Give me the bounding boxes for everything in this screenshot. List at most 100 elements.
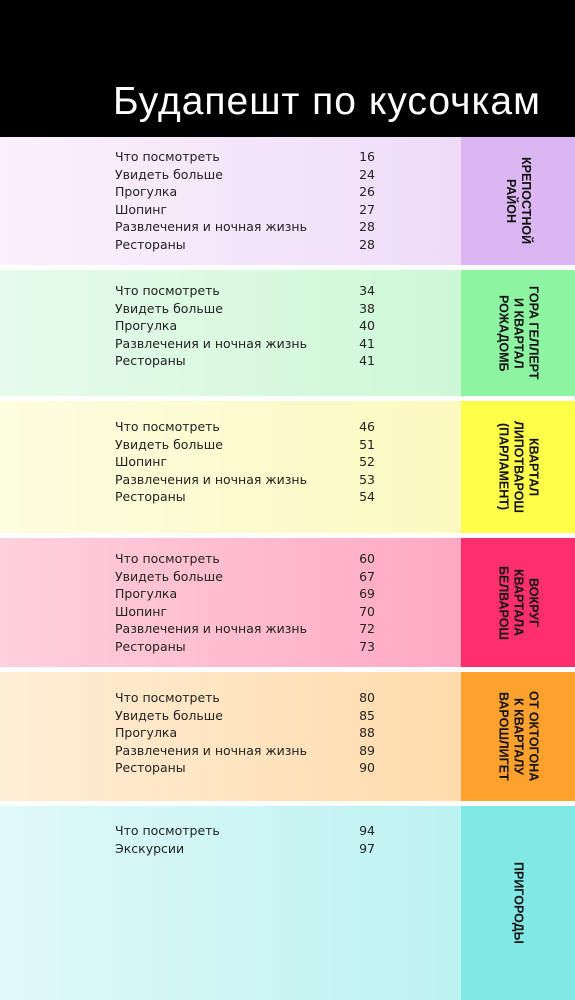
section-tab: ВОКРУГ КВАРТАЛА БЕЛВАРОШ xyxy=(461,538,575,667)
entry-name: Прогулка xyxy=(115,318,178,334)
entry-name: Развлечения и ночная жизнь xyxy=(115,335,307,351)
entry-name: Прогулка xyxy=(115,725,178,741)
entry: Развлечения и ночная жизнь 72 xyxy=(115,620,375,638)
entry-page: 28 xyxy=(359,219,375,235)
entry-page: 85 xyxy=(359,707,375,723)
entry: Развлечения и ночная жизнь 53 xyxy=(115,471,375,489)
section-tab: КВАРТАЛ ЛИПОТВАРОШ (ПАРЛАМЕНТ) xyxy=(461,401,575,533)
entry-list: Что посмотреть 16 Увидеть больше 24 Прогулка… xyxy=(115,148,375,254)
entry-page: 53 xyxy=(359,471,375,487)
entry-list: Что посмотреть 94 Экскурсии 97 xyxy=(115,822,375,857)
entry-name: Увидеть больше xyxy=(115,300,223,316)
entry-page: 72 xyxy=(359,621,375,637)
entry: Увидеть больше 24 xyxy=(115,166,375,184)
label-line: РОЖАДОМБ xyxy=(496,294,511,372)
entry-name: Развлечения и ночная жизнь xyxy=(115,219,307,235)
entry: Шопинг 27 xyxy=(115,201,375,219)
entry: Развлечения и ночная жизнь 41 xyxy=(115,335,375,353)
label-line: К КВАРТАЛУ xyxy=(511,698,526,775)
entry: Прогулка 88 xyxy=(115,724,375,742)
entry: Увидеть больше 85 xyxy=(115,707,375,725)
entry-name: Что посмотреть xyxy=(115,283,220,298)
entry-name: Прогулка xyxy=(115,586,178,602)
entry-name: Что посмотреть xyxy=(115,419,220,434)
entry-name: Экскурсии xyxy=(115,840,185,856)
section-tab: ПРИГОРОДЫ xyxy=(461,806,575,1000)
entry-page: 73 xyxy=(359,638,375,654)
entry: Что посмотреть 34 xyxy=(115,282,375,300)
entry-name: Увидеть больше xyxy=(115,707,223,723)
entry-page: 46 xyxy=(359,419,375,434)
entry-name: Что посмотреть xyxy=(115,551,220,566)
entry-page: 24 xyxy=(359,166,375,182)
section: Что посмотреть 34 Увидеть больше 38 Прогулка… xyxy=(0,270,575,396)
entry-page: 16 xyxy=(359,149,375,164)
entry-page: 26 xyxy=(359,184,375,200)
entry: Рестораны 41 xyxy=(115,352,375,370)
section-tab: КРЕПОСТНОЙ РАЙОН xyxy=(461,137,575,265)
entry-name: Развлечения и ночная жизнь xyxy=(115,742,307,758)
entry-page: 41 xyxy=(359,353,375,369)
entry: Что посмотреть 46 xyxy=(115,418,375,436)
entry-page: 69 xyxy=(359,586,375,602)
label-line: БЕЛВАРОШ xyxy=(496,565,511,640)
label-line: ВОКРУГ xyxy=(526,577,541,628)
entry-page: 90 xyxy=(359,760,375,776)
entry: Что посмотреть 80 xyxy=(115,689,375,707)
entry-name: Что посмотреть xyxy=(115,823,220,838)
entry-name: Рестораны xyxy=(115,489,186,505)
entry: Развлечения и ночная жизнь 89 xyxy=(115,742,375,760)
entry: Рестораны 28 xyxy=(115,236,375,254)
entry-page: 80 xyxy=(359,690,375,705)
entry-name: Рестораны xyxy=(115,638,186,654)
section: Что посмотреть 94 Экскурсии 97 ПРИГОРОДЫ xyxy=(0,806,575,1000)
entry-page: 28 xyxy=(359,236,375,252)
entry-page: 67 xyxy=(359,568,375,584)
entry-page: 51 xyxy=(359,436,375,452)
entry-name: Что посмотреть xyxy=(115,690,220,705)
entry: Прогулка 26 xyxy=(115,183,375,201)
entry: Прогулка 40 xyxy=(115,317,375,335)
section-label: КРЕПОСТНОЙ РАЙОН xyxy=(503,157,533,244)
section: Что посмотреть 46 Увидеть больше 51 Шопинг 52… xyxy=(0,401,575,533)
entry-list: Что посмотреть 80 Увидеть больше 85 Прогулка… xyxy=(115,689,375,777)
entry-list: Что посмотреть 60 Увидеть больше 67 Прогулка… xyxy=(115,550,375,656)
header: Будапешт по кусочкам xyxy=(0,0,575,137)
entry-name: Увидеть больше xyxy=(115,568,223,584)
entry: Шопинг 70 xyxy=(115,603,375,621)
entry: Что посмотреть 94 xyxy=(115,822,375,840)
entry: Увидеть больше 38 xyxy=(115,300,375,318)
entry-page: 52 xyxy=(359,454,375,470)
entry-name: Рестораны xyxy=(115,236,186,252)
label-line: ГОРА ГЕЛЛЕРТ xyxy=(526,286,541,380)
entry: Рестораны 73 xyxy=(115,638,375,656)
entry: Увидеть больше 67 xyxy=(115,568,375,586)
section-label: ОТ ОКТОГОНА К КВАРТАЛУ ВАРОШЛИГЕТ xyxy=(496,691,541,781)
label-line: ОТ ОКТОГОНА xyxy=(526,691,541,782)
entry-page: 70 xyxy=(359,603,375,619)
section-label: ВОКРУГ КВАРТАЛА БЕЛВАРОШ xyxy=(496,566,541,640)
entry-page: 97 xyxy=(359,840,375,856)
entry-page: 41 xyxy=(359,335,375,351)
label-line: КВАРТАЛА xyxy=(511,568,526,637)
entry-page: 89 xyxy=(359,742,375,758)
label-line: (ПАРЛАМЕНТ) xyxy=(496,423,511,511)
section-label: ПРИГОРОДЫ xyxy=(511,862,526,944)
section: Что посмотреть 16 Увидеть больше 24 Прогулка… xyxy=(0,137,575,265)
section-label: ГОРА ГЕЛЛЕРТ И КВАРТАЛ РОЖАДОМБ xyxy=(496,286,541,380)
label-line: И КВАРТАЛ xyxy=(511,297,526,369)
entry: Шопинг 52 xyxy=(115,453,375,471)
entry: Рестораны 54 xyxy=(115,488,375,506)
section-label: КВАРТАЛ ЛИПОТВАРОШ (ПАРЛАМЕНТ) xyxy=(496,421,541,513)
label-line: ВАРОШЛИГЕТ xyxy=(496,692,511,781)
label-line: КВАРТАЛ xyxy=(526,437,541,497)
entry-list: Что посмотреть 34 Увидеть больше 38 Прогулка… xyxy=(115,282,375,370)
entry-name: Развлечения и ночная жизнь xyxy=(115,621,307,637)
entry: Рестораны 90 xyxy=(115,759,375,777)
section: Что посмотреть 60 Увидеть больше 67 Прогулка… xyxy=(0,538,575,667)
entry: Прогулка 69 xyxy=(115,585,375,603)
entry-name: Шопинг xyxy=(115,201,168,217)
entry-page: 60 xyxy=(359,551,375,566)
entry-name: Рестораны xyxy=(115,760,186,776)
entry-name: Прогулка xyxy=(115,184,178,200)
